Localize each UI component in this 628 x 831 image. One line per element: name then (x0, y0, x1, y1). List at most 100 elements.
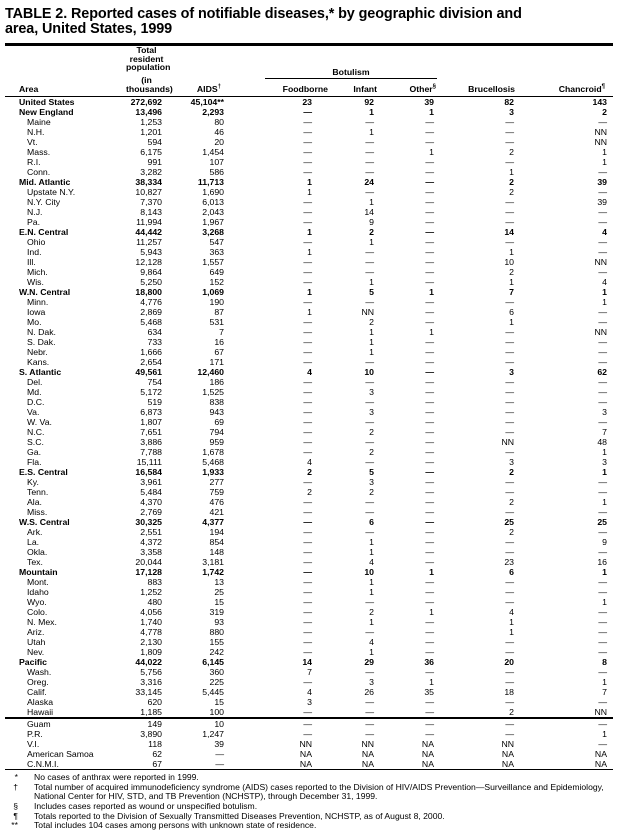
cell-aids: 69 (214, 416, 224, 427)
table-row: Mountain 17,128 1,742 — 10 1 6 1 (5, 567, 613, 577)
row-area-label: Fla. (27, 456, 42, 467)
cell-foodborne: — (303, 406, 312, 417)
table-row: Miss. 2,769 421 — — — — — (5, 507, 613, 517)
cell-aids: 1,247 (202, 728, 224, 739)
cell-infant: — (365, 156, 374, 167)
cell-foodborne: 23 (302, 96, 312, 107)
row-area-label: United States (19, 96, 75, 107)
cell-other: 35 (424, 686, 434, 697)
cell-aids: 854 (209, 536, 225, 547)
row-area-label: N. Mex. (27, 616, 57, 627)
cell-brucellosis: 14 (504, 226, 514, 237)
cell-chancroid: — (598, 336, 607, 347)
cell-population: 18,800 (135, 286, 162, 297)
row-area-label: Mid. Atlantic (19, 176, 71, 187)
cell-infant: 1 (369, 536, 374, 547)
cell-foodborne: — (303, 136, 312, 147)
cell-brucellosis: — (505, 636, 514, 647)
cell-chancroid: 9 (602, 536, 607, 547)
row-area-label: Utah (27, 636, 46, 647)
table-row: E.N. Central 44,442 3,268 1 2 — 14 4 (5, 227, 613, 237)
cell-chancroid: — (598, 246, 607, 257)
cell-chancroid: — (519, 716, 613, 729)
other-header-label: Other (409, 83, 433, 94)
table-row: N.H. 1,201 46 — 1 — — NN (5, 127, 613, 137)
cell-aids: 194 (209, 526, 225, 537)
table-row: P.R. 3,890 1,247 — — — — 1 (5, 729, 613, 739)
cell-aids: 225 (209, 676, 225, 687)
cell-infant: — (365, 296, 374, 307)
cell-other: — (425, 476, 434, 487)
cell-aids: 277 (209, 476, 225, 487)
cell-other: — (425, 436, 434, 447)
cell-brucellosis: 3 (509, 366, 514, 377)
cell-population: 3,961 (140, 476, 162, 487)
cell-chancroid: — (598, 576, 607, 587)
cell-other: — (425, 426, 434, 437)
cell-chancroid: — (598, 636, 607, 647)
cell-foodborne: — (303, 446, 312, 457)
row-area-label: R.I. (27, 156, 41, 167)
table-row: Guam 149 10— — — — — (5, 716, 613, 729)
cell-aids: 45,104** (190, 96, 224, 107)
table-row: Upstate N.Y. 10,827 1,690 1 — — 2 — (5, 187, 613, 197)
table-row: Wash. 5,756 360 7 — — — — (5, 667, 613, 677)
cell-infant: 4 (369, 556, 374, 567)
cell-infant: 1 (369, 126, 374, 137)
table-row: W.N. Central 18,800 1,069 1 5 1 7 1 (5, 287, 613, 297)
cell-population: 3,886 (140, 436, 162, 447)
cell-infant: 6 (369, 516, 374, 527)
cell-population: 149 (120, 716, 167, 729)
cell-chancroid: 7 (602, 426, 607, 437)
cell-aids: 1,069 (202, 286, 224, 297)
table-row: Hawaii 1,185 100 — — — 2 NN (5, 707, 613, 718)
cell-chancroid: — (598, 738, 607, 749)
table-row: N. Dak. 634 7 — 1 1 — NN (5, 327, 613, 337)
cell-chancroid: 8 (602, 656, 607, 667)
table-row: Utah 2,130 155 — 4 — — — (5, 637, 613, 647)
cell-infant: — (365, 728, 374, 739)
table-row: S.C. 3,886 959 — — — NN 48 (5, 437, 613, 447)
cell-population: 1,252 (140, 586, 162, 597)
cell-aids: 10 (167, 716, 229, 729)
cell-foodborne: 4 (307, 456, 312, 467)
row-area-label: N.H. (27, 126, 45, 137)
cell-brucellosis: 23 (504, 556, 514, 567)
cell-infant: 1 (369, 276, 374, 287)
cell-population: 754 (147, 376, 163, 387)
cell-other: — (425, 596, 434, 607)
cell-brucellosis: 1 (509, 246, 514, 257)
cell-population: 1,740 (140, 616, 162, 627)
col-header-foodborne: Foodborne (282, 83, 328, 94)
notifiable-diseases-table: Area Total resident population (in thous… (5, 42, 613, 770)
footnote-text: No cases of anthrax were reported in 199… (34, 771, 199, 782)
cell-aids: 107 (209, 156, 225, 167)
cell-other: NA (421, 758, 434, 769)
footnote-symbol: ¶ (13, 810, 18, 821)
cell-aids: 15 (214, 596, 224, 607)
cell-brucellosis: — (505, 206, 514, 217)
cell-population: 1,185 (140, 706, 162, 717)
cell-aids: 319 (209, 606, 225, 617)
row-area-label: Ariz. (27, 626, 45, 637)
table-row: N. Mex. 1,740 93 — 1 — 1 — (5, 617, 613, 627)
cell-brucellosis: — (505, 536, 514, 547)
cell-aids: 1,525 (202, 386, 224, 397)
row-area-label: S. Dak. (27, 336, 56, 347)
cell-foodborne: — (303, 346, 312, 357)
table-row: W.S. Central 30,325 4,377 — 6 — 25 25 (5, 517, 613, 527)
cell-brucellosis: — (505, 196, 514, 207)
cell-chancroid: — (598, 546, 607, 557)
population-header-line1: Total resident (129, 44, 164, 64)
cell-infant: 10 (364, 366, 374, 377)
cell-aids: 13 (214, 576, 224, 587)
cell-population: 20,044 (135, 556, 162, 567)
table-row: Del. 754 186 — — — — — (5, 377, 613, 387)
cell-aids: 1,933 (202, 466, 224, 477)
cell-population: 49,561 (135, 366, 162, 377)
cell-brucellosis: 25 (504, 516, 514, 527)
table-row: Wis. 5,250 152 — 1 — 1 4 (5, 277, 613, 287)
cell-brucellosis: 1 (509, 316, 514, 327)
table-row: N.Y. City 7,370 6,013 — 1 — — 39 (5, 197, 613, 207)
cell-population: 733 (147, 336, 163, 347)
